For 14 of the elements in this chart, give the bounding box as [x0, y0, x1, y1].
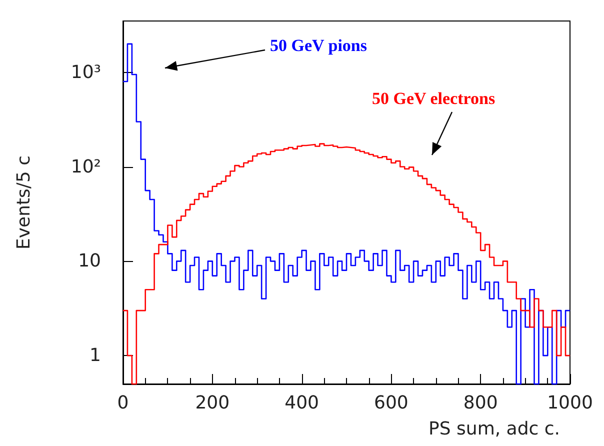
x-tick-label: 200	[195, 392, 230, 414]
y-axis-title: Events/5 c	[14, 155, 34, 250]
x-tick-label: 0	[117, 392, 129, 414]
annotation: 50 GeV electrons	[372, 89, 496, 108]
x-tick-label: 600	[374, 392, 408, 414]
x-tick-label: 800	[463, 392, 498, 414]
annotation: 50 GeV pions	[270, 36, 368, 55]
y-tick-label: 10³	[70, 62, 101, 83]
y-tick-label: 10	[78, 250, 101, 272]
x-tick-label: 400	[284, 392, 319, 414]
x-axis-title: PS sum, adc c.	[428, 418, 560, 440]
x-tick-label: 1000	[547, 392, 593, 414]
y-tick-label: 1	[90, 345, 101, 366]
y-tick-label: 10²	[70, 156, 101, 178]
